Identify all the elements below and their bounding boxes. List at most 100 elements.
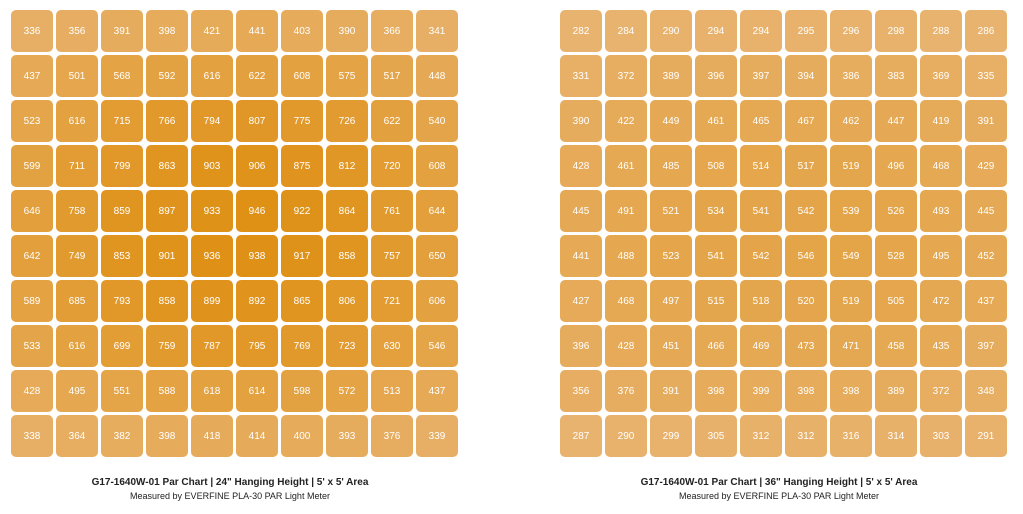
par-cell: 418 [191,415,233,457]
par-cell: 501 [56,55,98,97]
par-cell: 685 [56,280,98,322]
par-cell: 290 [605,415,647,457]
par-cell: 720 [371,145,413,187]
par-cell: 616 [56,100,98,142]
par-cell: 356 [560,370,602,412]
par-cell: 759 [146,325,188,367]
par-cell: 769 [281,325,323,367]
par-cell: 396 [560,325,602,367]
chart-subtitle-36in: Measured by EVERFINE PLA-30 PAR Light Me… [679,491,879,501]
par-cell: 711 [56,145,98,187]
par-cell: 859 [101,190,143,232]
par-cell: 906 [236,145,278,187]
par-cell: 497 [650,280,692,322]
par-cell: 903 [191,145,233,187]
par-cell: 427 [560,280,602,322]
par-cell: 299 [650,415,692,457]
par-cell: 749 [56,235,98,277]
par-cell: 589 [11,280,53,322]
par-cell: 568 [101,55,143,97]
par-cell: 793 [101,280,143,322]
par-cell: 517 [785,145,827,187]
par-cell: 399 [740,370,782,412]
par-cell: 422 [605,100,647,142]
chart-title-24in: G17-1640W-01 Par Chart | 24" Hanging Hei… [91,477,369,488]
par-cell: 467 [785,100,827,142]
par-cell: 394 [785,55,827,97]
par-cell: 448 [416,55,458,97]
par-cell: 428 [560,145,602,187]
par-cell: 372 [605,55,647,97]
par-cell: 799 [101,145,143,187]
par-cell: 312 [785,415,827,457]
par-cell: 528 [875,235,917,277]
par-cell: 865 [281,280,323,322]
par-cell: 290 [650,10,692,52]
par-cell: 495 [56,370,98,412]
par-cell: 761 [371,190,413,232]
par-cell: 488 [605,235,647,277]
par-cell: 391 [965,100,1007,142]
par-cell: 766 [146,100,188,142]
par-cell: 282 [560,10,602,52]
par-cell: 715 [101,100,143,142]
par-cell: 864 [326,190,368,232]
par-cell: 376 [605,370,647,412]
par-cell: 390 [326,10,368,52]
par-cell: 899 [191,280,233,322]
par-cell: 447 [875,100,917,142]
par-cell: 938 [236,235,278,277]
chart-title-36in: G17-1640W-01 Par Chart | 36" Hanging Hei… [640,477,918,488]
par-cell: 398 [146,415,188,457]
par-cell: 472 [920,280,962,322]
par-cell: 495 [920,235,962,277]
par-cell: 445 [965,190,1007,232]
par-cell: 335 [965,55,1007,97]
par-cell: 376 [371,415,413,457]
par-cell: 539 [830,190,872,232]
par-cell: 622 [371,100,413,142]
par-cell: 618 [191,370,233,412]
par-cell: 429 [965,145,1007,187]
par-cell: 441 [560,235,602,277]
par-cell: 519 [830,280,872,322]
par-cell: 533 [11,325,53,367]
par-cell: 518 [740,280,782,322]
par-cell: 936 [191,235,233,277]
par-cell: 341 [416,10,458,52]
par-cell: 336 [11,10,53,52]
par-cell: 592 [146,55,188,97]
par-cell: 369 [920,55,962,97]
par-cell: 461 [695,100,737,142]
par-cell: 757 [371,235,413,277]
par-cell: 933 [191,190,233,232]
par-cell: 428 [11,370,53,412]
par-cell: 382 [101,415,143,457]
par-cell: 284 [605,10,647,52]
par-cell: 294 [740,10,782,52]
par-cell: 616 [56,325,98,367]
par-cell: 515 [695,280,737,322]
par-cell: 598 [281,370,323,412]
par-cell: 303 [920,415,962,457]
par-cell: 441 [236,10,278,52]
par-cell: 505 [875,280,917,322]
par-chart-36in-panel: 282 284 290 294 294 295 296 298 288 286 331 372 389 3… [549,0,1009,514]
par-cell: 469 [740,325,782,367]
par-cell: 551 [101,370,143,412]
par-cell: 549 [830,235,872,277]
par-cell: 372 [920,370,962,412]
par-cell: 892 [236,280,278,322]
par-cell: 542 [785,190,827,232]
par-cell: 391 [650,370,692,412]
par-cell: 758 [56,190,98,232]
par-cell: 287 [560,415,602,457]
par-cell: 812 [326,145,368,187]
par-cell: 398 [146,10,188,52]
par-cell: 339 [416,415,458,457]
par-cell: 400 [281,415,323,457]
par-cell: 858 [326,235,368,277]
par-cell: 386 [830,55,872,97]
par-cell: 437 [416,370,458,412]
par-cell: 458 [875,325,917,367]
